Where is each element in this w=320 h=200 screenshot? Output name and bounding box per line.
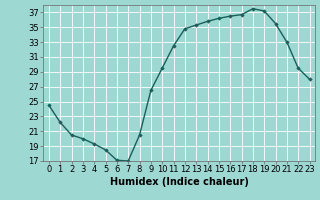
X-axis label: Humidex (Indice chaleur): Humidex (Indice chaleur) (110, 177, 249, 187)
